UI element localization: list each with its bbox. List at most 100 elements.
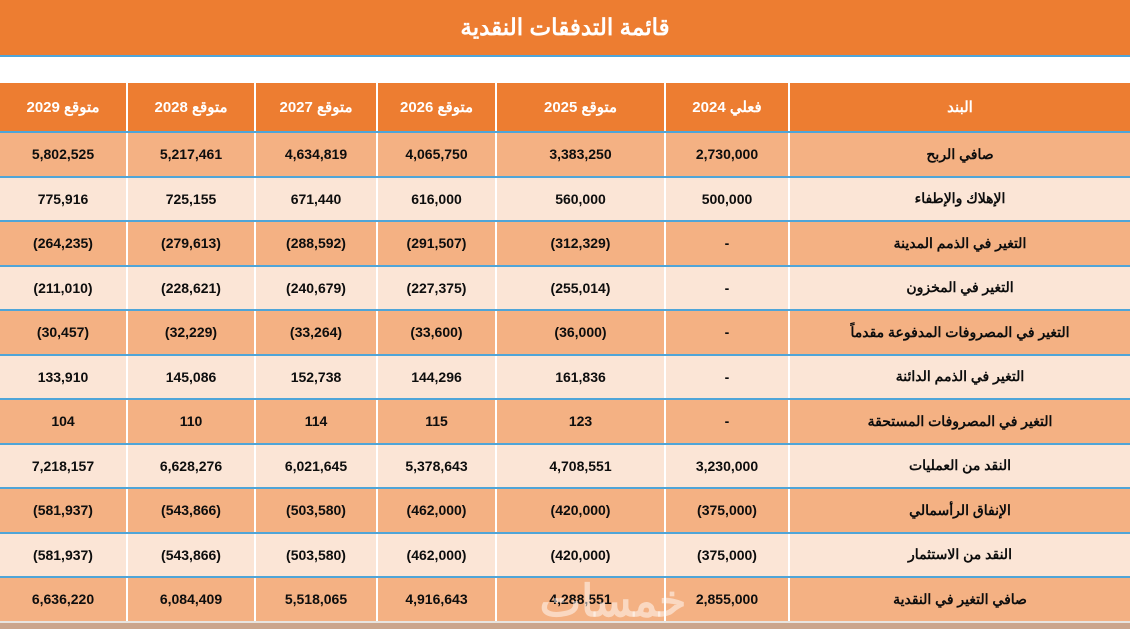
row-value-cell: (503,580) [256,489,378,532]
title-bar: قائمة التدفقات النقدية [0,0,1130,57]
row-value-cell: (228,621) [128,266,256,309]
row-value-cell: 3,230,000 [666,444,790,487]
row-value-cell: 3,383,250 [497,133,666,176]
table-row: التغير في المخزون - (255,014) (227,375) (240… [0,264,1130,309]
row-value-cell: (581,937) [0,533,128,576]
row-value-cell: - [666,266,790,309]
table-row: النقد من العمليات 3,230,000 4,708,551 5,378… [0,442,1130,487]
table-row: الإهلاك والإطفاء 500,000 560,000 616,000 671… [0,175,1130,220]
row-value-cell: (264,235) [0,222,128,265]
row-value-cell: (32,229) [128,311,256,354]
row-value-cell: (581,937) [0,489,128,532]
row-value-cell: 4,634,819 [256,133,378,176]
row-value-cell: (211,010) [0,266,128,309]
row-value-cell: 7,218,157 [0,444,128,487]
row-value-cell: (240,679) [256,266,378,309]
row-value-cell: (420,000) [497,533,666,576]
table-row: الإنفاق الرأسمالي (375,000) (420,000) (462,… [0,487,1130,532]
header-expected-2028: متوقع 2028 [128,83,256,131]
row-value-cell: (227,375) [378,266,497,309]
row-value-cell: 133,910 [0,355,128,398]
header-expected-2027: متوقع 2027 [256,83,378,131]
row-value-cell: (255,014) [497,266,666,309]
row-value-cell: (503,580) [256,533,378,576]
cash-flow-table: البند فعلي 2024 متوقع 2025 متوقع 2026 مت… [0,83,1130,621]
row-value-cell: - [666,400,790,443]
row-value-cell: 114 [256,400,378,443]
spacer [0,57,1130,83]
table-row: التغير في الذمم الدائنة -161,836 144,296 15… [0,353,1130,398]
row-value-cell: 110 [128,400,256,443]
table-row: النقد من الاستثمار (375,000) (420,000) (462… [0,531,1130,576]
row-value-cell: 560,000 [497,177,666,220]
row-value-cell: (375,000) [666,489,790,532]
row-value-cell: 725,155 [128,177,256,220]
row-item-label: النقد من الاستثمار [908,546,1012,563]
row-value-cell: (291,507) [378,222,497,265]
row-value-cell: 6,636,220 [0,578,128,621]
row-value-cell: 6,021,645 [256,444,378,487]
table-row: صافي الربح 2,730,000 3,383,250 4,065,750 4,6… [0,131,1130,176]
row-value-cell: 2,855,000 [666,578,790,621]
table-row: التغير في المصروفات المدفوعة مقدماً - (36,… [0,309,1130,354]
row-item-label: صافي التغير في النقدية [893,590,1027,607]
row-value-cell: 4,288,551 [497,578,666,621]
row-value-cell: (312,329) [497,222,666,265]
row-value-cell: (33,264) [256,311,378,354]
row-value-cell: 4,708,551 [497,444,666,487]
row-value-cell: (375,000) [666,533,790,576]
table-bottom-strip [0,620,1130,629]
table-body: صافي الربح 2,730,000 3,383,250 4,065,750 4,6… [0,131,1130,621]
row-value-cell: 4,065,750 [378,133,497,176]
row-value-cell: (420,000) [497,489,666,532]
row-value-cell: 4,916,643 [378,578,497,621]
row-value-cell: (462,000) [378,489,497,532]
row-value-cell: 671,440 [256,177,378,220]
row-value-cell: 2,730,000 [666,133,790,176]
row-value-cell: 145,086 [128,355,256,398]
row-value-cell: 5,518,065 [256,578,378,621]
row-value-cell: - [666,222,790,265]
row-value-cell: 6,084,409 [128,578,256,621]
row-value-cell: (279,613) [128,222,256,265]
row-value-cell: (30,457) [0,311,128,354]
row-item-label: الإهلاك والإطفاء [914,190,1006,207]
row-value-cell: 152,738 [256,355,378,398]
row-value-cell: 144,296 [378,355,497,398]
row-item-label: التغير في المصروفات المستحقة [867,412,1053,429]
header-expected-2025: متوقع 2025 [497,83,666,131]
page-title: قائمة التدفقات النقدية [460,14,670,40]
row-item-label: التغير في الذمم المدينة [893,234,1027,251]
row-item-label: النقد من العمليات [908,457,1012,474]
row-value-cell: 5,217,461 [128,133,256,176]
row-item-label: التغير في الذمم الدائنة [895,368,1025,385]
row-value-cell: (33,600) [378,311,497,354]
row-item-label: التغير في المخزون [906,279,1014,296]
row-item-label: الإنفاق الرأسمالي [909,501,1011,518]
table-row: صافي التغير في النقدية 2,855,000 4,288,551… [0,576,1130,621]
row-item-label: التغير في المصروفات المدفوعة مقدماً [850,323,1070,340]
row-value-cell: 775,916 [0,177,128,220]
row-value-cell: (288,592) [256,222,378,265]
row-value-cell: - [666,355,790,398]
row-value-cell: 5,378,643 [378,444,497,487]
row-value-cell: - [666,311,790,354]
row-value-cell: 5,802,525 [0,133,128,176]
table-row: التغير في المصروفات المستحقة -123 115 114 11… [0,398,1130,443]
header-actual-2024: فعلي 2024 [666,83,790,131]
row-value-cell: 500,000 [666,177,790,220]
row-value-cell: (36,000) [497,311,666,354]
row-value-cell: (462,000) [378,533,497,576]
table-row: التغير في الذمم المدينة - (312,329) (291,50… [0,220,1130,265]
table-header-row: البند فعلي 2024 متوقع 2025 متوقع 2026 مت… [0,83,1130,131]
header-expected-2029: متوقع 2029 [0,83,128,131]
row-value-cell: 616,000 [378,177,497,220]
row-item-label: صافي الربح [926,145,994,162]
row-value-cell: 123 [497,400,666,443]
header-item-column: البند [947,99,973,116]
row-value-cell: (543,866) [128,489,256,532]
row-value-cell: 161,836 [497,355,666,398]
row-value-cell: (543,866) [128,533,256,576]
row-value-cell: 6,628,276 [128,444,256,487]
